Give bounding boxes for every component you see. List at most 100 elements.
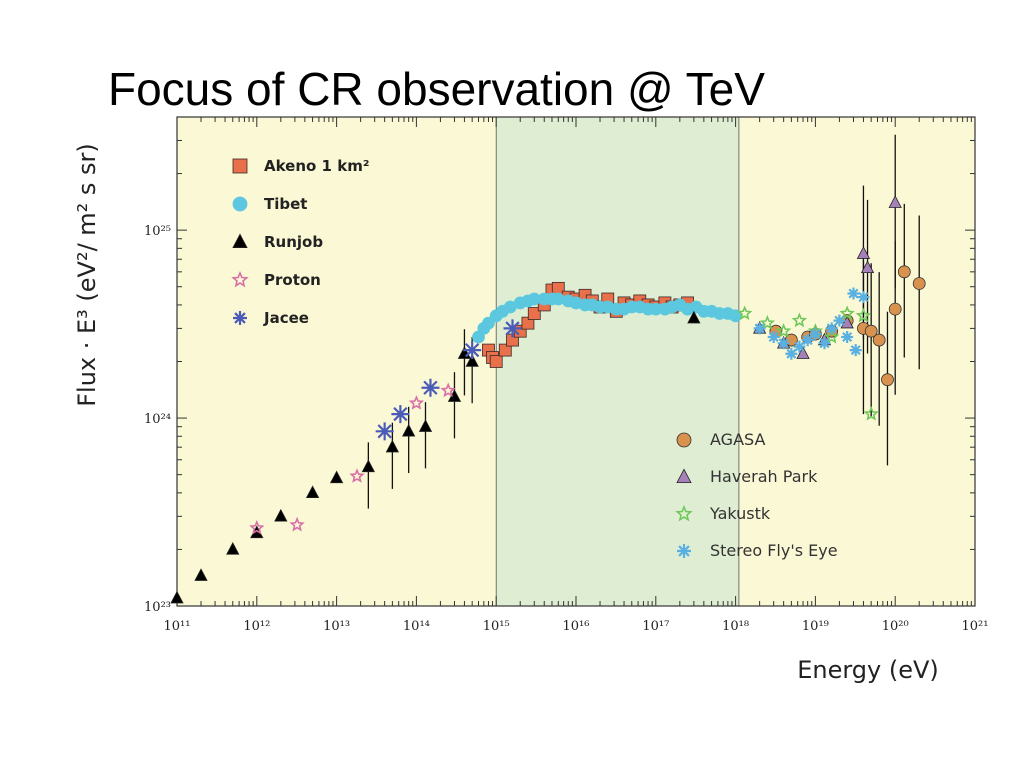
data-point [402, 423, 416, 437]
x-tick-label: 10²¹ [962, 619, 989, 634]
data-point [482, 316, 495, 330]
data-point [825, 322, 838, 335]
data-point [833, 314, 846, 327]
data-point [385, 439, 400, 453]
legend-label: Yakustk [709, 504, 771, 523]
data-point [767, 331, 780, 344]
data-point [170, 590, 184, 604]
y-tick-label: 10²³ [144, 600, 171, 615]
data-point [226, 541, 240, 555]
legend-marker [232, 196, 248, 212]
series-jacee [375, 319, 522, 441]
data-point [824, 328, 840, 344]
data-point [305, 485, 320, 499]
data-point [527, 307, 541, 320]
data-point [503, 319, 522, 338]
data-point [737, 305, 753, 321]
legend-marker [675, 504, 693, 522]
data-point [463, 341, 482, 360]
data-point [791, 312, 808, 328]
data-point [809, 328, 822, 341]
legend-marker [232, 158, 248, 174]
x-tick-label: 10¹⁷ [642, 619, 669, 634]
data-point [860, 260, 875, 274]
legend-label: AGASA [710, 430, 765, 449]
data-point [249, 519, 265, 535]
data-point [777, 337, 790, 350]
data-point [849, 344, 862, 357]
data-point [785, 347, 798, 360]
legend-marker [232, 233, 248, 249]
data-point [855, 307, 872, 323]
slide-title: Focus of CR observation @ TeV [108, 63, 765, 115]
series-runjob [170, 310, 701, 604]
legend-marker [231, 270, 249, 288]
data-point [839, 305, 855, 321]
data-point [289, 516, 305, 532]
x-tick-label: 10²⁰ [882, 619, 909, 634]
data-point [793, 340, 806, 353]
axis-ticks [176, 116, 976, 607]
legend-detectors-low-energy: Akeno 1 km² Tibet Runjob Proton Jacee [231, 157, 369, 327]
x-tick-labels: 10¹¹ 10¹² 10¹³ 10¹⁴ 10¹⁵ 10¹⁶ 10¹⁷ 10¹⁸ 10¹⁹ 10²⁰… [164, 619, 989, 634]
x-tick-label: 10¹⁹ [802, 619, 829, 634]
legend-marker [676, 468, 692, 484]
data-point [194, 568, 208, 581]
data-point [329, 470, 344, 484]
data-marks [170, 195, 926, 604]
legend-label: Akeno 1 km² [264, 157, 369, 175]
legend-label: Tibet [264, 195, 307, 213]
x-tick-label: 10¹⁸ [722, 619, 749, 634]
x-tick-label: 10¹⁴ [403, 619, 430, 634]
data-point [349, 468, 365, 483]
data-point [840, 315, 854, 329]
data-point [421, 378, 440, 397]
data-point [847, 287, 860, 300]
x-axis-label: Energy (eV) [797, 656, 939, 684]
data-point [775, 323, 792, 338]
data-point [375, 422, 394, 441]
data-point [872, 333, 886, 347]
data-point [408, 395, 425, 410]
x-tick-label: 10¹⁵ [483, 619, 510, 634]
data-point [912, 277, 926, 290]
legend-detectors-high-energy: AGASA Haverah Park Yakustk Stereo Fly's Eye [675, 430, 838, 560]
highlight-band [495, 116, 740, 607]
data-point [759, 314, 776, 330]
series-yakustk [737, 305, 879, 421]
series-tibet [472, 292, 742, 344]
data-point [361, 459, 376, 473]
data-point [391, 405, 410, 424]
data-point [489, 355, 503, 368]
y-tick-label: 10²⁵ [144, 224, 171, 239]
legend-marker [676, 432, 692, 448]
data-point [857, 291, 870, 304]
legend-marker [233, 311, 247, 325]
legend-label: Stereo Fly's Eye [710, 541, 838, 560]
data-point [274, 508, 288, 522]
x-tick-label: 10¹² [243, 619, 270, 634]
series-proton [249, 382, 456, 535]
data-point [888, 302, 902, 316]
x-tick-label: 10¹³ [323, 619, 350, 634]
y-tick-labels: 10²³ 10²⁴ 10²⁵ [144, 224, 171, 615]
x-tick-label: 10¹⁶ [563, 619, 590, 634]
error-bars [367, 134, 920, 509]
data-point [801, 334, 814, 347]
legend-label: Jacee [263, 309, 309, 327]
data-point [856, 246, 871, 259]
data-point [418, 419, 433, 432]
data-point [498, 343, 512, 357]
legend-marker [677, 544, 691, 558]
data-point [465, 354, 479, 367]
legend-label: Runjob [264, 233, 323, 251]
data-point [863, 406, 879, 421]
data-point [687, 310, 701, 324]
data-point [753, 322, 766, 335]
data-point [881, 373, 894, 387]
y-axis-label: Flux · E³ (eV²/ m² s sr) [73, 143, 101, 407]
series-stereo-fly-s-eye [753, 287, 870, 360]
x-tick-label: 10¹¹ [164, 619, 191, 634]
legend-label: Proton [264, 271, 321, 289]
